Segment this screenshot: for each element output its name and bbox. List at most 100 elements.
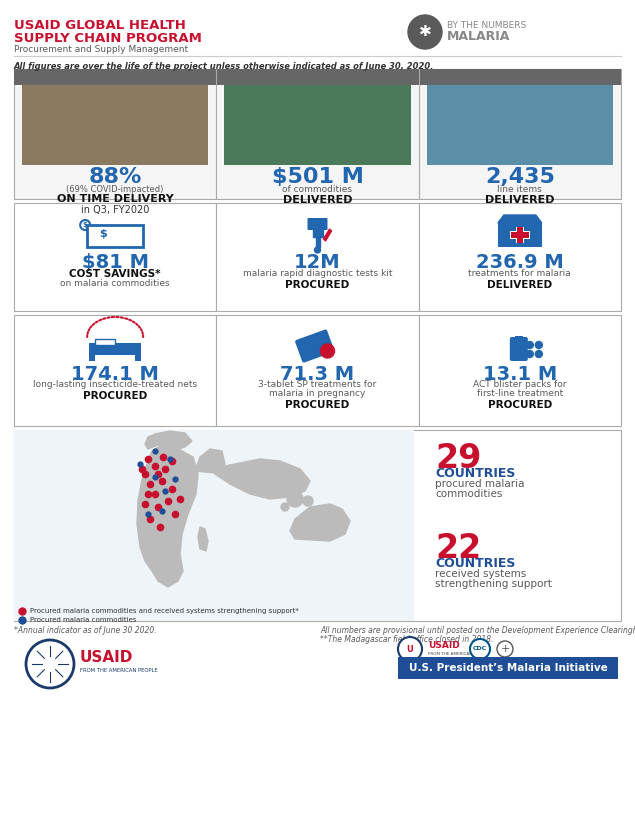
Bar bbox=[498, 223, 542, 247]
Bar bbox=[14, 69, 621, 85]
Text: on malaria commodities: on malaria commodities bbox=[60, 279, 170, 288]
Bar bbox=[515, 336, 523, 341]
Polygon shape bbox=[323, 229, 331, 241]
Text: malaria rapid diagnostic tests kit: malaria rapid diagnostic tests kit bbox=[243, 269, 392, 278]
Polygon shape bbox=[137, 445, 198, 587]
Circle shape bbox=[408, 15, 442, 49]
Text: 71.3 M: 71.3 M bbox=[281, 365, 354, 384]
Text: received systems: received systems bbox=[435, 569, 526, 579]
Text: strengthening support: strengthening support bbox=[435, 579, 552, 589]
Text: DELIVERED: DELIVERED bbox=[283, 195, 352, 205]
Polygon shape bbox=[312, 227, 323, 247]
Text: U.S. President’s Malaria Initiative: U.S. President’s Malaria Initiative bbox=[409, 663, 607, 673]
Bar bbox=[14, 69, 621, 199]
Circle shape bbox=[303, 496, 313, 506]
Text: DELIVERED: DELIVERED bbox=[485, 195, 554, 205]
Text: (69% COVID-impacted): (69% COVID-impacted) bbox=[67, 185, 164, 194]
Circle shape bbox=[526, 342, 533, 349]
Text: 12M: 12M bbox=[294, 253, 341, 272]
Circle shape bbox=[497, 641, 513, 657]
Text: COUNTRIES: COUNTRIES bbox=[435, 557, 516, 570]
Circle shape bbox=[314, 247, 321, 253]
Text: commodities: commodities bbox=[435, 489, 502, 499]
Text: 2,435: 2,435 bbox=[485, 167, 555, 187]
Circle shape bbox=[321, 344, 335, 358]
Text: 22: 22 bbox=[435, 532, 481, 565]
Text: ON TIME DELIVERY: ON TIME DELIVERY bbox=[57, 194, 173, 204]
Bar bbox=[217, 315, 418, 426]
Text: Procured malaria commodities and received systems strengthening support*: Procured malaria commodities and receive… bbox=[30, 608, 298, 614]
Text: USAID: USAID bbox=[428, 641, 460, 650]
Polygon shape bbox=[195, 449, 225, 473]
Circle shape bbox=[398, 637, 422, 661]
Text: 174.1 M: 174.1 M bbox=[71, 365, 159, 384]
Text: PROCURED: PROCURED bbox=[83, 391, 147, 401]
Text: PROCURED: PROCURED bbox=[488, 400, 552, 410]
Bar bbox=[87, 225, 143, 247]
Text: long-lasting insecticide-treated nets: long-lasting insecticide-treated nets bbox=[33, 380, 197, 389]
Text: 3-tablet SP treatments for: 3-tablet SP treatments for bbox=[258, 380, 377, 389]
Text: procured malaria: procured malaria bbox=[435, 479, 525, 489]
Text: COST SAVINGS*: COST SAVINGS* bbox=[69, 269, 161, 279]
Polygon shape bbox=[145, 431, 192, 449]
Text: line items: line items bbox=[497, 185, 542, 194]
Bar bbox=[95, 339, 115, 345]
Bar bbox=[427, 85, 613, 165]
Polygon shape bbox=[498, 215, 542, 223]
Bar bbox=[89, 353, 95, 361]
Bar bbox=[224, 85, 411, 165]
Circle shape bbox=[535, 342, 542, 349]
Text: All figures are over the life of the project unless otherwise indicated as of Ju: All figures are over the life of the pro… bbox=[14, 62, 434, 71]
Text: $: $ bbox=[99, 229, 107, 239]
FancyBboxPatch shape bbox=[510, 337, 528, 361]
Text: $: $ bbox=[83, 222, 88, 228]
Text: USAID GLOBAL HEALTH: USAID GLOBAL HEALTH bbox=[14, 19, 186, 32]
Text: PROCURED: PROCURED bbox=[285, 280, 350, 290]
Circle shape bbox=[281, 503, 289, 511]
Bar bbox=[418, 203, 621, 311]
Text: USAID: USAID bbox=[80, 650, 133, 666]
Text: CDC: CDC bbox=[473, 646, 487, 651]
Text: $81 M: $81 M bbox=[82, 253, 149, 272]
Bar bbox=[511, 232, 529, 238]
Text: 236.9 M: 236.9 M bbox=[476, 253, 564, 272]
Text: All numbers are provisional until posted on the Development Experience Clearingh: All numbers are provisional until posted… bbox=[320, 626, 635, 635]
Text: in Q3, FY2020: in Q3, FY2020 bbox=[81, 205, 149, 215]
Bar bbox=[14, 203, 217, 311]
Text: $501 M: $501 M bbox=[272, 167, 363, 187]
Bar bbox=[22, 85, 208, 165]
Circle shape bbox=[470, 639, 490, 659]
Text: BY THE NUMBERS: BY THE NUMBERS bbox=[447, 21, 526, 30]
Circle shape bbox=[26, 640, 74, 688]
Bar bbox=[89, 343, 141, 355]
Text: 88%: 88% bbox=[88, 167, 142, 187]
Bar bbox=[510, 231, 530, 239]
Text: +: + bbox=[500, 644, 510, 654]
Text: PROCURED: PROCURED bbox=[285, 400, 350, 410]
Text: of commodities: of commodities bbox=[283, 185, 352, 194]
Text: MALARIA: MALARIA bbox=[447, 30, 511, 43]
Circle shape bbox=[287, 491, 303, 507]
Text: DELIVERED: DELIVERED bbox=[487, 280, 552, 290]
Bar bbox=[14, 430, 414, 621]
Text: *Annual indicator as of June 30 2020.: *Annual indicator as of June 30 2020. bbox=[14, 626, 157, 635]
Polygon shape bbox=[210, 459, 310, 499]
Polygon shape bbox=[198, 527, 208, 551]
Text: COUNTRIES: COUNTRIES bbox=[435, 467, 516, 480]
Text: U: U bbox=[406, 645, 413, 654]
Text: Procured malaria commodities: Procured malaria commodities bbox=[30, 617, 137, 623]
FancyBboxPatch shape bbox=[295, 329, 334, 363]
Text: **The Madagascar field office closed in 2018.: **The Madagascar field office closed in … bbox=[320, 635, 493, 644]
Bar bbox=[398, 657, 618, 679]
Text: treatments for malaria: treatments for malaria bbox=[469, 269, 572, 278]
Circle shape bbox=[526, 351, 533, 358]
Circle shape bbox=[80, 220, 90, 230]
Text: ACT blister packs for: ACT blister packs for bbox=[473, 380, 566, 389]
Text: FROM THE AMERICAN PEOPLE: FROM THE AMERICAN PEOPLE bbox=[428, 652, 490, 656]
Text: 13.1 M: 13.1 M bbox=[483, 365, 557, 384]
Bar bbox=[217, 203, 418, 311]
Text: SUPPLY CHAIN PROGRAM: SUPPLY CHAIN PROGRAM bbox=[14, 32, 202, 45]
Circle shape bbox=[535, 351, 542, 358]
Text: malaria in pregnancy: malaria in pregnancy bbox=[269, 389, 366, 398]
Bar bbox=[14, 315, 217, 426]
